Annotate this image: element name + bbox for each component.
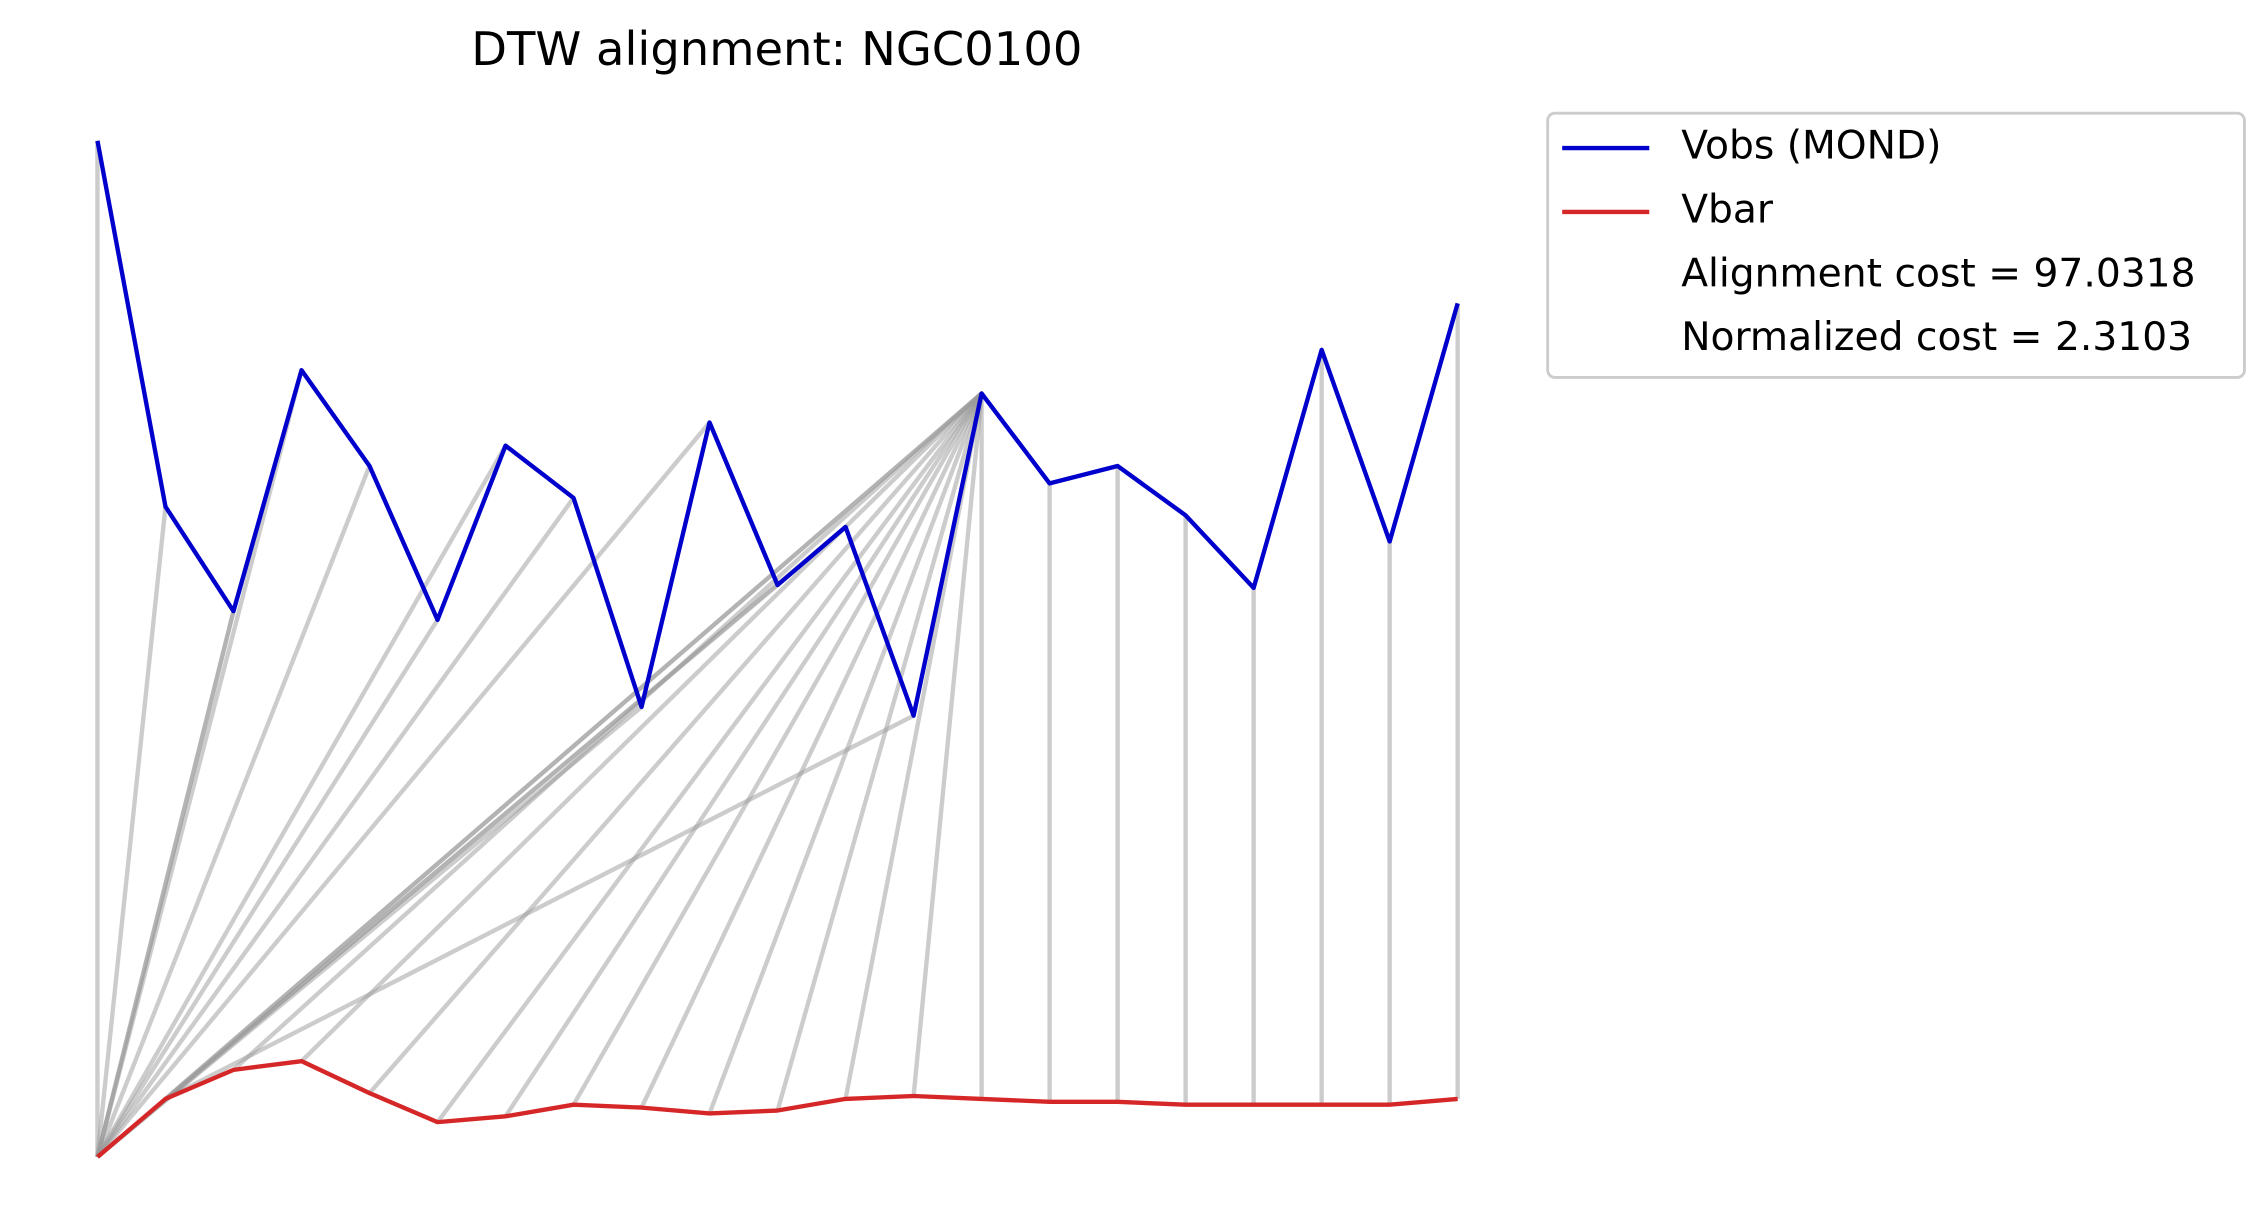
alignment-line xyxy=(95,618,440,1159)
legend-box xyxy=(1546,111,2246,379)
alignment-line xyxy=(95,369,304,1158)
alignment-line xyxy=(164,713,915,1101)
alignment-line xyxy=(95,421,712,1159)
legend-annotation: Alignment cost = 97.0318 xyxy=(1681,251,2195,296)
alignment-line xyxy=(639,392,984,1109)
alignment-line xyxy=(707,392,984,1115)
alignment-line xyxy=(435,392,984,1124)
alignment-line xyxy=(95,496,576,1159)
chart-title: DTW alignment: NGC0100 xyxy=(471,22,1082,76)
alignment-line xyxy=(503,392,984,1118)
alignment-line xyxy=(95,465,372,1158)
alignment-line xyxy=(232,391,984,1072)
series-line xyxy=(96,1058,1458,1159)
alignment-line xyxy=(775,392,984,1112)
alignment-line xyxy=(299,391,984,1063)
legend-label: Vobs (MOND) xyxy=(1681,124,1941,169)
legend-label: Vbar xyxy=(1681,187,1774,232)
alignment-line xyxy=(911,393,984,1097)
alignment-line xyxy=(571,392,984,1106)
alignment-line xyxy=(95,444,508,1159)
alignment-line xyxy=(95,506,168,1158)
alignment-line xyxy=(164,391,984,1101)
series-line xyxy=(95,140,1460,718)
alignment-line xyxy=(367,391,984,1095)
legend-annotation: Normalized cost = 2.3103 xyxy=(1681,315,2192,360)
